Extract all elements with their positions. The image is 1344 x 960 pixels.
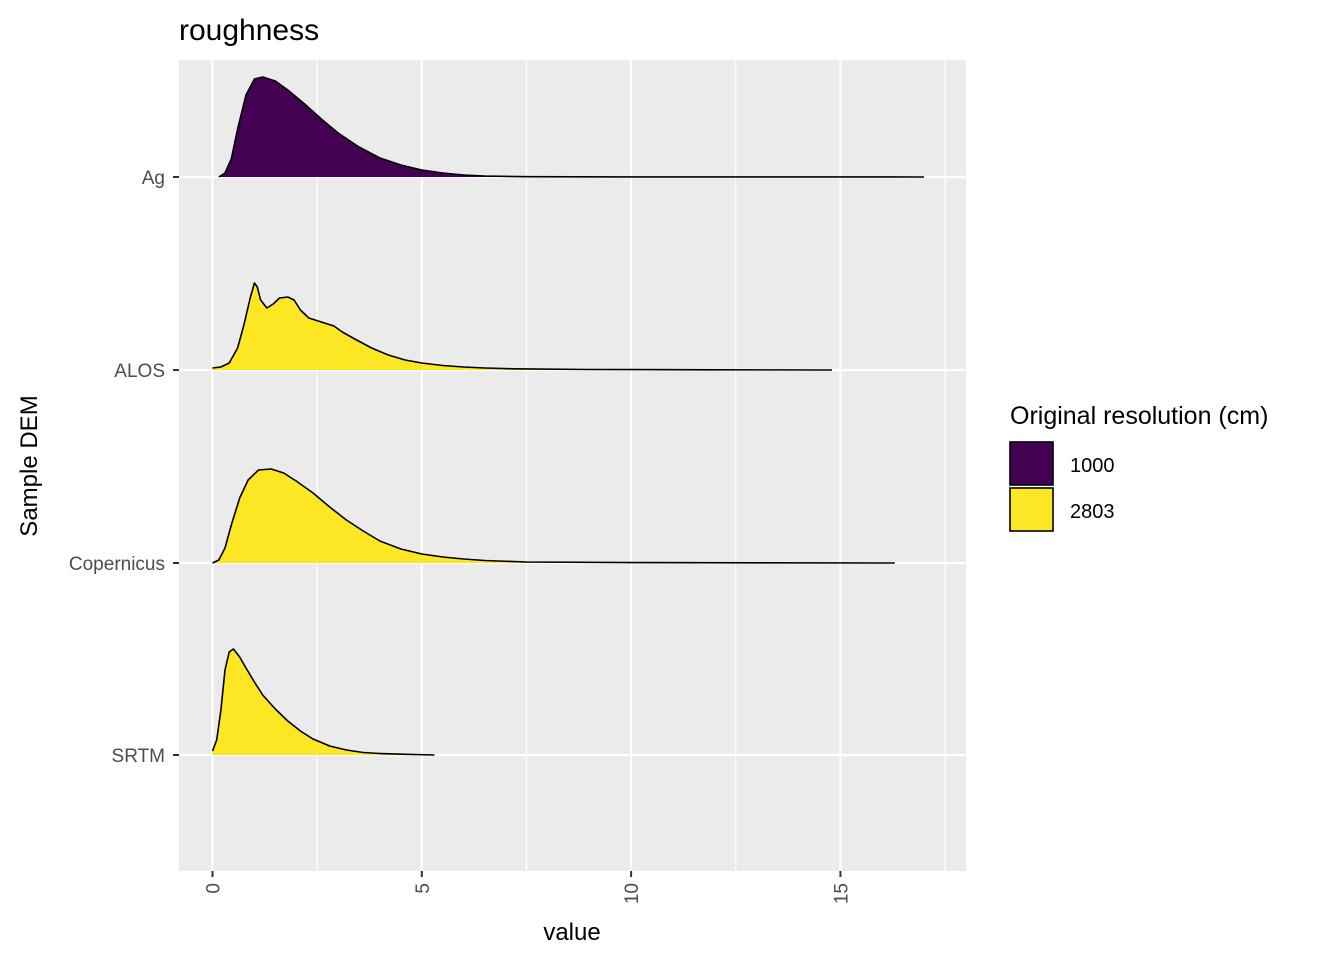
density-line-copernicus: [212, 468, 895, 564]
y-tick-label: ALOS: [114, 361, 165, 382]
y-tick-label: SRTM: [112, 746, 165, 767]
legend-label-1000: 1000: [1070, 455, 1115, 477]
plot-panel: [179, 60, 966, 871]
x-tick-label: 0: [203, 883, 224, 894]
density-area-copernicus: [212, 469, 895, 563]
density-ridges: [211, 76, 925, 756]
density-line-srtm: [211, 648, 435, 756]
x-tick-label: 5: [413, 883, 434, 894]
legend: Original resolution (cm) 1000 2803: [1009, 402, 1268, 532]
x-tick-label: 10: [622, 883, 643, 904]
legend-label-2803: 2803: [1070, 501, 1115, 523]
legend-key-2803: [1009, 487, 1054, 532]
chart-title: roughness: [179, 14, 319, 47]
y-axis: Ag ALOS Copernicus SRTM: [69, 168, 179, 767]
legend-title: Original resolution (cm): [1010, 402, 1268, 430]
density-area-srtm: [212, 649, 435, 755]
x-axis-title: value: [543, 919, 600, 946]
x-axis: 0 5 10 15: [203, 871, 852, 904]
legend-key-1000: [1009, 441, 1054, 486]
y-tick-label: Ag: [142, 168, 165, 189]
density-area-alos: [212, 283, 832, 370]
y-tick-label: Copernicus: [69, 554, 165, 575]
density-line-alos: [212, 282, 833, 371]
y-axis-title: Sample DEM: [16, 395, 43, 536]
density-line-ag: [218, 76, 925, 178]
x-tick-label: 15: [831, 883, 852, 904]
density-area-ag: [218, 77, 925, 177]
